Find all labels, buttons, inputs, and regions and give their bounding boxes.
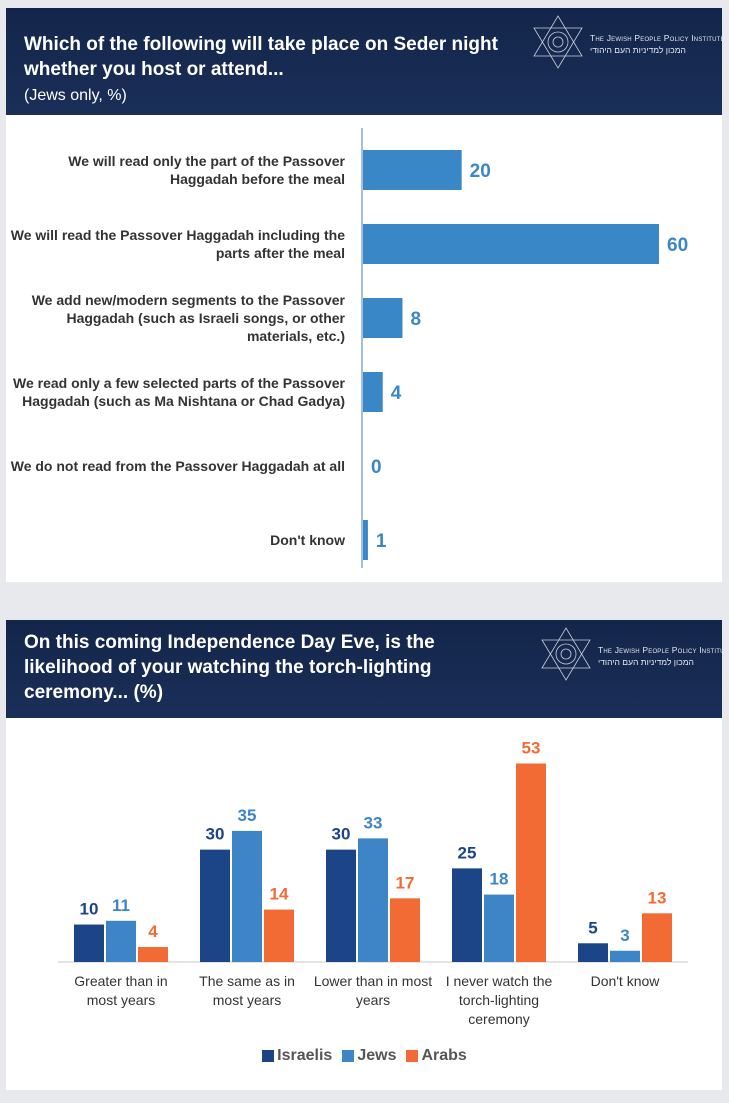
value-label: 1 bbox=[376, 531, 387, 552]
logo-mark bbox=[541, 627, 591, 681]
y-tick-label: We will read only the part of the Passov… bbox=[68, 153, 345, 187]
value-label: 53 bbox=[522, 738, 541, 757]
value-label: 14 bbox=[270, 885, 289, 904]
value-label: 30 bbox=[332, 825, 351, 844]
bar bbox=[363, 298, 403, 338]
value-label: 3 bbox=[620, 926, 629, 945]
value-label: 11 bbox=[112, 896, 130, 915]
bar bbox=[578, 943, 608, 962]
logo-text: The Jewish People Policy Institute המכון … bbox=[598, 644, 729, 668]
panel: On this coming Independence Day Eve, is … bbox=[6, 620, 729, 1090]
bar bbox=[363, 520, 368, 560]
legend-label: Jews bbox=[357, 1047, 397, 1064]
logo-mark bbox=[533, 15, 583, 69]
legend-label: Israelis bbox=[277, 1047, 333, 1064]
legend-swatch bbox=[262, 1050, 275, 1062]
value-label: 13 bbox=[648, 888, 667, 907]
bar bbox=[264, 909, 294, 962]
logo-text: The Jewish People Policy Institute המכון … bbox=[590, 32, 725, 56]
value-label: 35 bbox=[238, 806, 257, 825]
bar bbox=[74, 924, 104, 962]
header: On this coming Independence Day Eve, is … bbox=[6, 620, 729, 718]
bar bbox=[642, 913, 672, 962]
logo-hebrew: המכון למדיניות העם היהודי bbox=[598, 657, 694, 667]
bar bbox=[106, 920, 136, 962]
value-label: 0 bbox=[371, 457, 382, 478]
value-label: 30 bbox=[206, 825, 225, 844]
legend-swatch bbox=[342, 1050, 355, 1062]
x-tick-label: I never watch the torch-lighting ceremon… bbox=[445, 973, 553, 1027]
bar bbox=[232, 830, 262, 962]
legend-swatch bbox=[406, 1050, 419, 1062]
y-tick-label: We add new/modern segments to the Passov… bbox=[31, 292, 345, 344]
y-tick-label: We will read the Passover Haggadah inclu… bbox=[10, 227, 345, 261]
value-label: 8 bbox=[410, 309, 421, 330]
logo-name: The Jewish People Policy Institute bbox=[598, 645, 729, 655]
bar bbox=[363, 372, 383, 412]
chart-title: Which of the following will take place o… bbox=[24, 32, 524, 108]
legend-item: Arabs bbox=[406, 1047, 467, 1065]
chart-title: On this coming Independence Day Eve, is … bbox=[24, 632, 435, 703]
legend-item: Israelis bbox=[262, 1047, 332, 1065]
bar bbox=[358, 838, 388, 962]
legend-item: Jews bbox=[342, 1047, 396, 1065]
x-tick-label: Don't know bbox=[590, 973, 660, 989]
value-label: 18 bbox=[490, 870, 509, 889]
value-label: 20 bbox=[470, 161, 491, 182]
y-tick-label: We do not read from the Passover Haggada… bbox=[10, 458, 345, 474]
y-tick-label: Don't know bbox=[270, 532, 345, 548]
bar bbox=[484, 894, 514, 962]
bar bbox=[138, 947, 168, 962]
bar bbox=[326, 849, 356, 962]
value-label: 25 bbox=[458, 843, 477, 862]
y-tick-label: We read only a few selected parts of the… bbox=[13, 375, 345, 409]
bar bbox=[363, 224, 659, 264]
bar bbox=[363, 150, 462, 190]
x-tick-label: The same as in most years bbox=[199, 973, 295, 1008]
value-label: 10 bbox=[80, 900, 99, 919]
bar bbox=[390, 898, 420, 962]
x-tick-label: Greater than in most years bbox=[74, 973, 168, 1008]
bar bbox=[452, 868, 482, 962]
value-label: 60 bbox=[667, 235, 688, 256]
logo: The Jewish People Policy Institute המכון … bbox=[536, 624, 729, 684]
title-text: Which of the following will take place o… bbox=[24, 34, 498, 80]
x-tick-label: Lower than in most years bbox=[313, 973, 433, 1008]
value-label: 17 bbox=[396, 873, 415, 892]
chart-subtitle: (Jews only, %) bbox=[24, 87, 127, 104]
bar bbox=[200, 849, 230, 962]
header: Which of the following will take place o… bbox=[6, 8, 725, 115]
logo-name: The Jewish People Policy Institute bbox=[590, 33, 725, 43]
bar bbox=[610, 950, 640, 962]
legend: Israelis Jews Arabs bbox=[0, 1047, 729, 1065]
value-label: 5 bbox=[588, 918, 597, 937]
logo-hebrew: המכון למדיניות העם היהודי bbox=[590, 45, 686, 55]
bar bbox=[516, 763, 546, 962]
value-label: 4 bbox=[391, 383, 402, 404]
value-label: 4 bbox=[148, 922, 158, 941]
legend-label: Arabs bbox=[421, 1047, 467, 1064]
panel: Which of the following will take place o… bbox=[6, 8, 725, 582]
value-label: 33 bbox=[364, 813, 383, 832]
logo: The Jewish People Policy Institute המכון … bbox=[528, 12, 728, 72]
